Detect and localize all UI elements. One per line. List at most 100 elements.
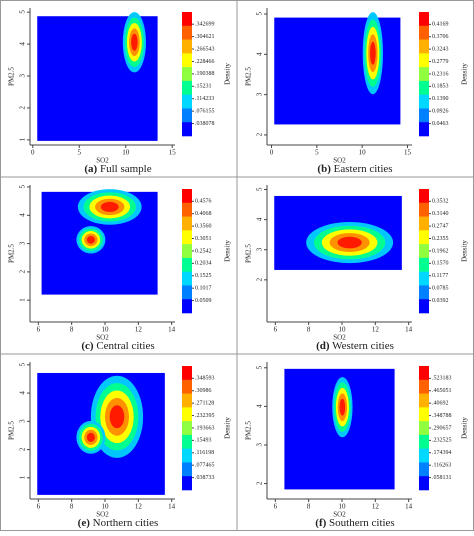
colorbar-band [182,448,192,463]
y-tick-label: 2 [256,481,264,485]
x-tick-label: 10 [359,149,367,157]
colorbar-label: .058131 [432,475,452,481]
density-contour [86,432,95,442]
colorbar-label: .116198 [195,450,214,456]
colorbar-label: .40692 [432,401,449,407]
colorbar-band [182,53,192,68]
colorbar-band [182,366,192,381]
colorbar-label: .174394 [432,450,452,456]
colorbar-label: .038733 [195,475,215,481]
y-axis-label: PM2.5 [245,244,253,263]
density-contour [339,398,346,416]
colorbar-band [182,421,192,436]
colorbar-label: .076155 [195,109,215,115]
x-tick-label: 14 [405,503,413,511]
density-contour [337,236,362,249]
y-tick-label: 3 [256,92,264,96]
x-tick-label: 8 [307,503,311,511]
colorbar-label: .15231 [195,84,212,90]
x-tick-label: 15 [404,149,412,157]
x-tick-label: 15 [169,149,177,157]
y-tick-label: 4 [256,404,264,408]
colorbar-band [182,39,192,54]
x-tick-label: 14 [405,326,413,334]
colorbar-label: 0.0392 [432,298,449,304]
density-contour [131,33,138,51]
x-tick-label: 6 [37,503,41,511]
colorbar-band [419,122,429,137]
colorbar-band [182,80,192,95]
colorbar-band [182,393,192,408]
colorbar-label: .15493 [195,438,212,444]
colorbar-label: .228466 [195,59,215,65]
colorbar-label: 0.0463 [432,121,449,127]
y-tick-label: 5 [256,12,264,16]
colorbar-label: 0.1390 [432,96,449,102]
density-contour [86,235,95,244]
colorbar-label: .348788 [432,413,452,419]
density-contour [100,201,119,212]
caption-label: (d) [316,340,330,352]
y-axis-label: PM2.5 [245,421,253,440]
colorbar-band [419,285,429,300]
colorbar-label: 0.1525 [195,273,212,279]
caption-text: Southern cities [329,517,395,529]
y-tick-label: 1 [19,137,27,141]
colorbar-band [419,271,429,286]
colorbar-label: .304621 [195,34,215,40]
colorbar-band [182,25,192,40]
colorbar-label: 0.0785 [432,286,449,292]
colorbar-label: .232395 [195,413,215,419]
colorbar-label: .348593 [195,376,215,382]
colorbar-band [182,379,192,394]
colorbar-label: 0.0509 [195,298,212,304]
colorbar-band [419,216,429,231]
x-axis-label: SO2 [333,334,346,342]
colorbar-band [182,189,192,204]
colorbar-label: .266543 [195,46,215,52]
x-tick-label: 8 [307,326,311,334]
caption: (e) Northern cities [78,517,159,529]
colorbar-title: Density [461,63,469,85]
x-tick-label: 10 [102,503,110,511]
colorbar-label: 0.2316 [432,71,449,77]
x-axis-label: SO2 [333,157,346,165]
colorbar-label: 0.4576 [195,199,212,205]
colorbar-label: 0.1177 [432,273,448,279]
y-axis-label: PM2.5 [245,67,253,86]
x-tick-label: 0 [31,149,35,157]
colorbar-label: .465051 [432,388,452,394]
y-tick-label: 3 [19,74,27,78]
y-tick-label: 2 [19,269,27,273]
colorbar-band [182,462,192,477]
caption-label: (a) [84,163,97,175]
colorbar-band [419,108,429,123]
colorbar-band [419,67,429,82]
x-tick-label: 14 [168,503,176,511]
y-axis-label: PM2.5 [8,67,16,86]
caption: (f) Southern cities [315,517,394,529]
colorbar-label: 0.0926 [432,109,449,115]
colorbar-band [182,122,192,137]
x-axis-label: SO2 [96,334,109,342]
colorbar-label: .038078 [195,121,215,127]
y-tick-label: 5 [19,184,27,188]
caption-label: (e) [78,517,91,529]
colorbar-label: 0.1570 [432,261,449,267]
y-tick-label: 3 [19,241,27,245]
x-tick-label: 10 [122,149,130,157]
colorbar-band [182,67,192,82]
colorbar-band [419,476,429,491]
colorbar-label: 0.2747 [432,223,449,229]
colorbar-label: .342699 [195,22,215,28]
x-tick-label: 0 [270,149,274,157]
y-tick-label: 3 [19,419,27,423]
colorbar-band [419,244,429,259]
y-tick-label: 4 [19,391,27,395]
colorbar-band [182,216,192,231]
colorbar-band [419,39,429,54]
x-axis-label: SO2 [96,157,109,165]
colorbar-label: 0.3051 [195,236,212,242]
x-tick-label: 10 [102,326,110,334]
